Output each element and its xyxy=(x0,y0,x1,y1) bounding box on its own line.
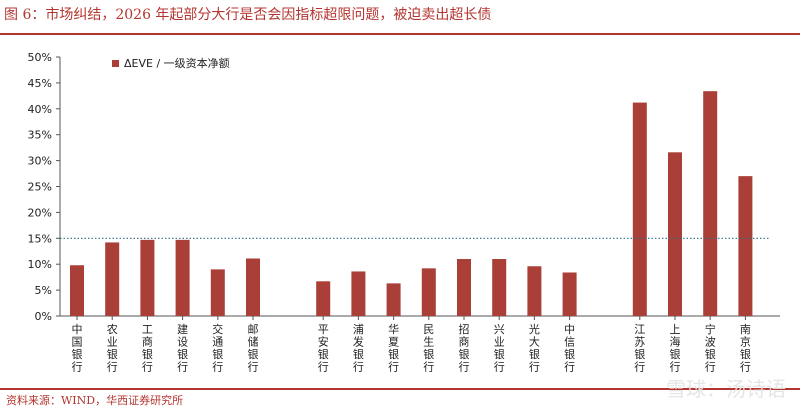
y-tick-label: 30% xyxy=(28,155,52,168)
x-tick-label: 宁波银行 xyxy=(705,322,716,374)
y-tick-label: 10% xyxy=(28,258,52,271)
x-axis-labels: 中国银行 农业银行 工商银行 建设银行 交通银行 邮储银行 平安银行 浦发银行 华夏银行 民生银行… xyxy=(72,316,751,374)
legend: ΔEVE / 一级资本净额 xyxy=(112,56,230,70)
bar xyxy=(738,176,753,316)
bar xyxy=(632,102,647,316)
x-tick-label: 平安银行 xyxy=(318,323,329,374)
x-tick-label: 中国银行 xyxy=(72,323,83,374)
bar xyxy=(386,283,401,316)
y-tick-label: 35% xyxy=(28,129,52,142)
title-divider xyxy=(0,33,800,35)
bar xyxy=(703,91,718,316)
bar xyxy=(140,239,155,316)
x-tick-label: 交通银行 xyxy=(212,322,223,374)
bar xyxy=(492,259,507,316)
y-tick-label: 20% xyxy=(28,206,52,219)
watermark: 雪球：汤诗语 xyxy=(666,377,786,401)
x-tick-label: 江苏银行 xyxy=(634,323,645,374)
x-tick-label: 浦发银行 xyxy=(353,323,364,374)
bar-chart: 0% 5% 10% 15% 20% 25% 30% 35% 40% 45% 50% 中国银行 农业银行… xyxy=(28,51,780,374)
bar xyxy=(668,152,682,316)
x-tick-label: 邮储银行 xyxy=(248,323,259,374)
footer-divider xyxy=(0,388,800,390)
bar xyxy=(421,268,436,316)
bar xyxy=(246,258,260,316)
x-tick-label: 光大银行 xyxy=(529,322,540,374)
legend-label: ΔEVE / 一级资本净额 xyxy=(124,56,230,70)
bar xyxy=(527,266,542,316)
bar xyxy=(210,269,225,316)
x-tick-label: 招商银行 xyxy=(459,322,470,374)
bar xyxy=(70,265,84,316)
y-tick-label: 40% xyxy=(28,103,52,116)
bars xyxy=(70,91,753,316)
bar xyxy=(105,242,120,316)
y-tick-label: 5% xyxy=(35,284,52,297)
bar xyxy=(316,281,331,316)
y-tick-label: 25% xyxy=(28,181,52,194)
bar xyxy=(175,239,190,316)
x-tick-label: 建设银行 xyxy=(177,322,188,374)
chart-title: 图 6：市场纠结，2026 年起部分大行是否会因指标超限问题，被迫卖出超长债 xyxy=(4,7,492,23)
source-note: 资料来源：WIND，华西证券研究所 xyxy=(6,394,184,407)
x-tick-label: 华夏银行 xyxy=(388,322,399,374)
y-tick-label: 0% xyxy=(35,310,52,323)
legend-swatch xyxy=(112,60,119,67)
bar xyxy=(457,259,471,316)
y-tick-label: 45% xyxy=(28,77,52,90)
x-tick-label: 工商银行 xyxy=(142,323,153,374)
bar xyxy=(351,271,366,316)
x-tick-label: 南京银行 xyxy=(740,323,751,374)
x-tick-label: 中信银行 xyxy=(564,323,575,374)
x-tick-label: 农业银行 xyxy=(107,322,118,374)
y-tick-label: 15% xyxy=(28,232,52,245)
x-tick-label: 上海银行 xyxy=(670,323,681,374)
x-tick-label: 兴业银行 xyxy=(494,323,505,374)
bar xyxy=(562,272,577,316)
x-tick-label: 民生银行 xyxy=(423,323,434,374)
y-tick-label: 50% xyxy=(28,51,52,64)
